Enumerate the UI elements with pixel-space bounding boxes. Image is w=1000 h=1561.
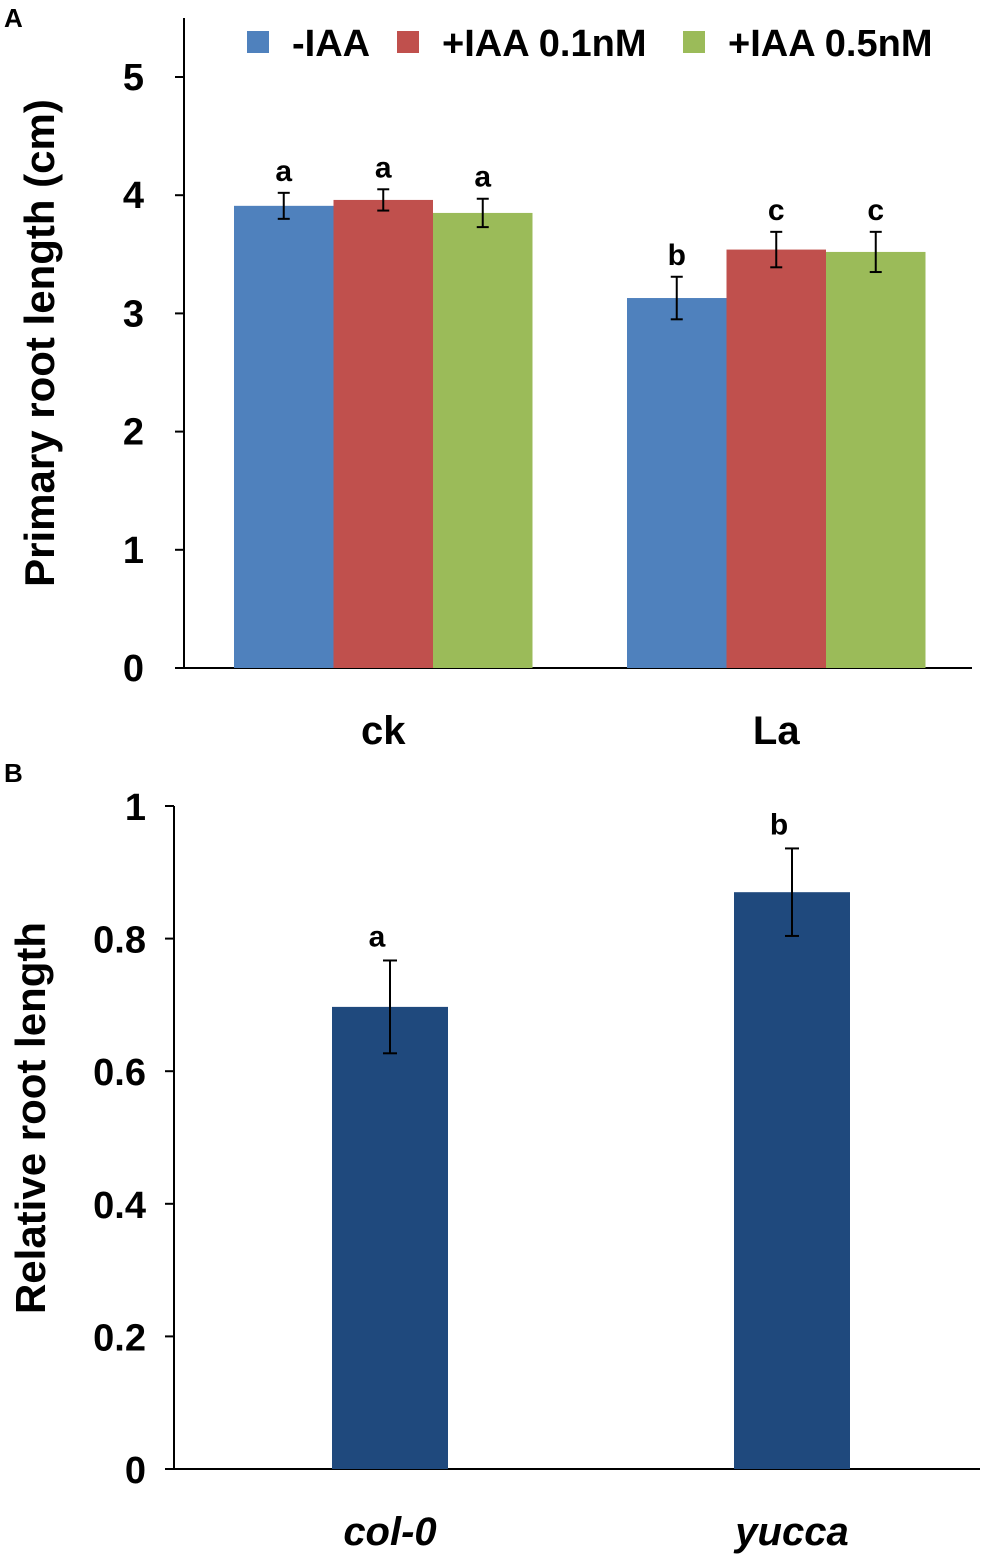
x-category-label: col-0 bbox=[343, 1510, 436, 1554]
bar-La-1 bbox=[726, 249, 826, 668]
legend-swatch-2 bbox=[683, 31, 705, 53]
x-category-label: La bbox=[753, 709, 800, 753]
bar-La-2 bbox=[826, 251, 926, 668]
chart-a: 0 1 2 3 4 5 Primary root length (cm) a b a c a c ck La… bbox=[16, 18, 972, 753]
y-tick-label: 0.6 bbox=[93, 1052, 146, 1094]
bar-La-0 bbox=[627, 298, 727, 668]
significance-label: a bbox=[369, 920, 386, 953]
chart-b: 0 0.2 0.4 0.6 0.8 1 Relative root length a col-0… bbox=[7, 787, 980, 1554]
bar-ck-2 bbox=[433, 212, 533, 668]
y-tick-label: 1 bbox=[125, 787, 146, 829]
significance-label: c bbox=[768, 194, 785, 227]
significance-label: a bbox=[275, 155, 292, 188]
y-axis-label: Primary root length (cm) bbox=[16, 99, 63, 587]
legend-swatch-0 bbox=[247, 31, 269, 53]
y-tick-label: 0 bbox=[123, 648, 144, 690]
y-tick-label: 0.8 bbox=[93, 920, 146, 962]
significance-label: b bbox=[770, 808, 788, 841]
y-tick-label: 0.2 bbox=[93, 1317, 146, 1359]
legend-label-2: +IAA 0.5nM bbox=[728, 23, 932, 65]
y-tick-label: 1 bbox=[123, 530, 144, 572]
legend-label-1: +IAA 0.1nM bbox=[442, 23, 646, 65]
y-tick-label: 3 bbox=[123, 293, 144, 335]
y-tick-label: 4 bbox=[123, 175, 144, 217]
x-category-label: ck bbox=[361, 709, 406, 753]
bar-yucca bbox=[734, 892, 850, 1469]
y-tick-label: 5 bbox=[123, 57, 144, 99]
significance-label: a bbox=[474, 161, 491, 194]
y-axis-label: Relative root length bbox=[7, 922, 54, 1314]
bar-ck-0 bbox=[234, 205, 334, 668]
y-tick-label: 2 bbox=[123, 412, 144, 454]
y-tick-label: 0.4 bbox=[93, 1185, 146, 1227]
panel-b-label: B bbox=[4, 758, 23, 788]
x-category-label: yucca bbox=[733, 1510, 848, 1554]
significance-label: a bbox=[375, 151, 392, 184]
significance-label: c bbox=[867, 194, 884, 227]
legend-label-0: -IAA bbox=[292, 23, 370, 65]
bar-col-0 bbox=[332, 1006, 448, 1469]
bar-ck-1 bbox=[333, 199, 433, 669]
significance-label: b bbox=[668, 239, 686, 272]
panel-a-label: A bbox=[4, 3, 23, 33]
legend-swatch-1 bbox=[397, 31, 419, 53]
y-tick-label: 0 bbox=[125, 1450, 146, 1492]
